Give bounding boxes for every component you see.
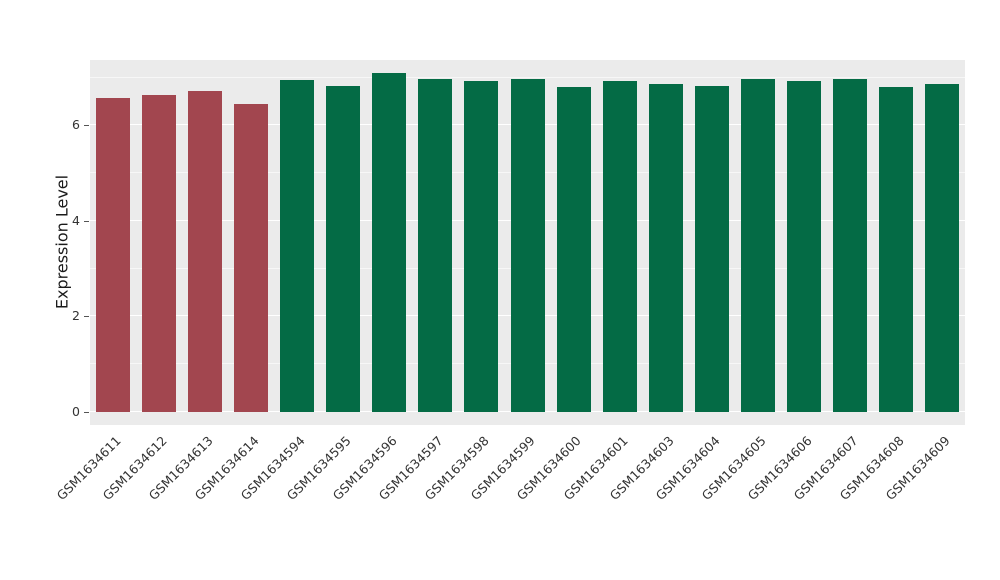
y-axis-title: Expression Level: [52, 174, 72, 310]
bar: [418, 78, 453, 412]
y-tick-mark: [84, 412, 89, 413]
y-tick-mark: [84, 316, 89, 318]
bar: [556, 87, 591, 412]
bar: [694, 85, 729, 412]
bar: [280, 80, 315, 412]
bar: [372, 72, 407, 412]
bar: [602, 81, 637, 412]
y-tick-label: 4: [72, 212, 80, 228]
bar: [234, 103, 269, 412]
y-tick-label: 2: [72, 308, 80, 324]
bar: [188, 91, 223, 412]
y-tick-mark: [84, 220, 89, 222]
bar: [142, 95, 177, 412]
plot-panel: [90, 60, 965, 425]
bar: [924, 84, 959, 412]
y-tick-mark: [84, 125, 89, 127]
bar: [740, 78, 775, 412]
bar: [326, 85, 361, 412]
bar: [464, 81, 499, 412]
bar: [510, 79, 545, 412]
bar: [648, 84, 683, 412]
gridline-minor: [90, 76, 965, 78]
bar: [786, 81, 821, 412]
y-tick-label: 0: [72, 404, 80, 419]
y-tick-label: 6: [72, 117, 80, 133]
bar: [878, 87, 913, 412]
bar: [96, 98, 131, 412]
bar: [832, 78, 867, 412]
